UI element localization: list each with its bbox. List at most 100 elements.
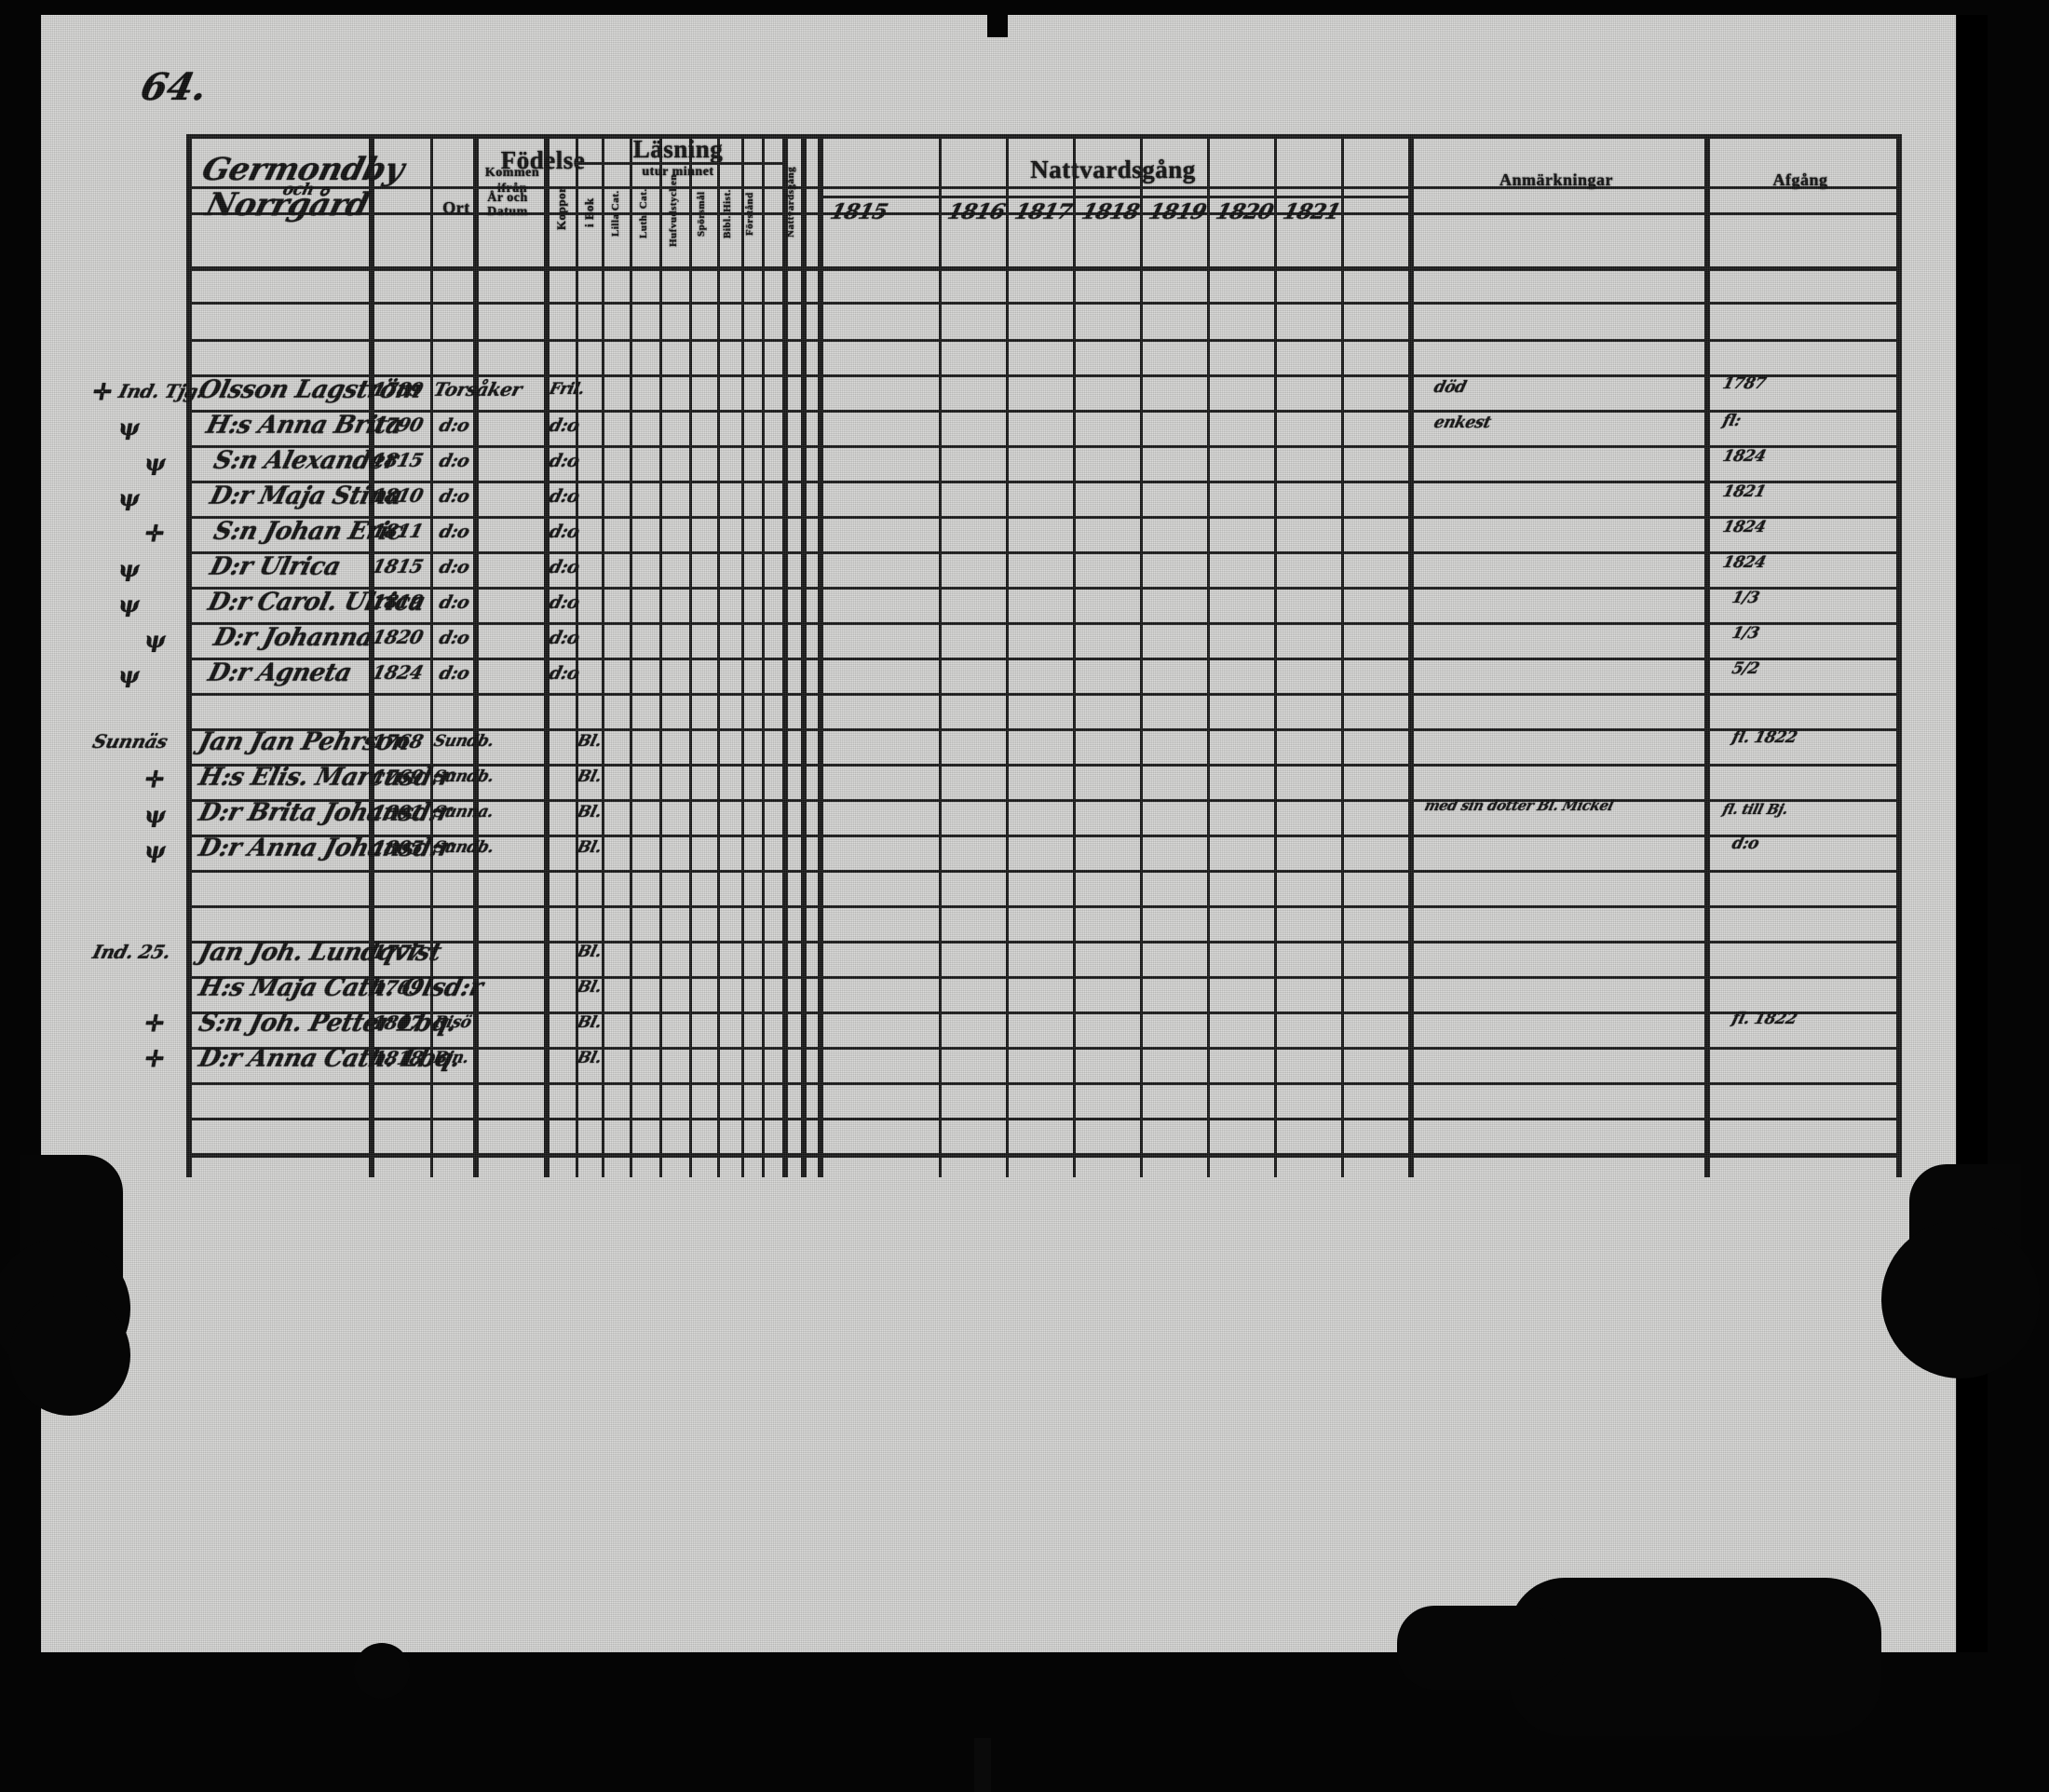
- row-moved-from: d:o: [547, 592, 582, 613]
- table-column-rule: [602, 134, 604, 1177]
- table-rule: [186, 835, 1900, 837]
- row-moved-from: d:o: [547, 522, 582, 542]
- row-mark: ✛: [142, 1045, 167, 1072]
- communion-year-1816: 1816: [944, 199, 1008, 224]
- row-birth-place: d:o: [437, 663, 472, 684]
- communion-year-1818: 1818: [1079, 199, 1142, 224]
- row-mark: ψ: [142, 449, 170, 476]
- table-column-rule: [630, 134, 632, 1177]
- header-reading-sub: utur minnet: [642, 165, 714, 179]
- table-rule: [186, 302, 1900, 305]
- register-table: Födelse År och Datum Ort Kommen ifrån Ko…: [90, 134, 1902, 1177]
- table-rule: [576, 186, 782, 189]
- table-rule: [186, 445, 1900, 448]
- table-column-rule: [186, 134, 192, 1177]
- table-rule: [186, 212, 1900, 215]
- table-column-rule: [1704, 134, 1710, 1177]
- table-column-rule: [762, 134, 765, 1177]
- table-rule: [186, 941, 1900, 944]
- table-column-rule: [544, 134, 550, 1177]
- row-birth-place: Sunna.: [431, 803, 495, 821]
- row-mark: ψ: [116, 591, 143, 618]
- row-reading: Bl.: [575, 1049, 604, 1067]
- row-birth-year: 1769: [370, 766, 426, 788]
- row-departed: fl:: [1720, 412, 1744, 430]
- row-mark: ψ: [116, 484, 143, 511]
- row-birth-year: 1818: [370, 1047, 426, 1069]
- row-moved-from: Fril.: [547, 380, 587, 399]
- communion-year-1815: 1815: [827, 199, 890, 224]
- table-rule: [186, 410, 1900, 413]
- row-birth-place: d:o: [437, 592, 472, 613]
- table-rule: [186, 1011, 1900, 1014]
- table-rule: [186, 516, 1900, 519]
- film-edge-right: [1988, 0, 2049, 1792]
- row-remark: enkest: [1432, 414, 1493, 432]
- table-rule: [186, 622, 1900, 625]
- table-column-rule: [689, 134, 692, 1177]
- table-column-rule: [473, 134, 479, 1177]
- row-mark: ψ: [116, 661, 143, 688]
- row-moved-from: d:o: [547, 628, 582, 648]
- row-moved-from: d:o: [547, 451, 582, 471]
- table-column-rule: [818, 134, 823, 1177]
- row-moved-from: d:o: [547, 486, 582, 507]
- row-reading: Bl.: [575, 838, 604, 857]
- table-rule: [186, 339, 1900, 342]
- table-column-rule: [659, 134, 662, 1177]
- header-smallpox: Koppor: [554, 186, 568, 231]
- table-rule: [186, 1118, 1900, 1120]
- row-moved-from: d:o: [547, 415, 582, 436]
- row-moved-from: d:o: [547, 663, 582, 684]
- row-departed: fl. 1822: [1730, 728, 1799, 747]
- row-birth-year: 1820: [370, 626, 426, 648]
- row-birth-year: 1769: [370, 976, 426, 998]
- table-rule: [186, 587, 1900, 590]
- table-column-rule: [1140, 134, 1143, 1177]
- row-reading: Bl.: [575, 767, 604, 786]
- row-birth-year: 1815: [370, 449, 426, 471]
- row-birth-year: 1824: [370, 661, 426, 684]
- row-departed: fl. 1822: [1730, 1010, 1799, 1028]
- row-birth-place: Bjn.: [431, 1049, 471, 1067]
- paper-sheet: 64.: [37, 13, 1956, 1652]
- table-column-rule: [430, 134, 433, 1177]
- row-mark: ✛: [142, 1010, 167, 1037]
- row-name: D:r Johanna: [210, 624, 376, 652]
- table-column-rule: [782, 134, 788, 1177]
- table-column-rule: [369, 134, 374, 1177]
- table-rule: [186, 905, 1900, 908]
- table-column-rule: [1408, 134, 1414, 1177]
- row-departed: fl. till Bj.: [1720, 801, 1790, 818]
- row-departed: 1/3: [1730, 624, 1761, 643]
- table-rule: [186, 1047, 1900, 1050]
- table-column-rule: [717, 134, 720, 1177]
- row-birth-year: 1815: [370, 555, 426, 577]
- row-mark: ψ: [116, 555, 143, 582]
- communion-year-1819: 1819: [1146, 199, 1209, 224]
- table-rule-top: [186, 134, 1900, 139]
- row-mark: ✛: [142, 766, 167, 793]
- row-mark: ✛: [90, 378, 115, 405]
- row-mark: ψ: [142, 836, 170, 863]
- row-birth-year: 1811: [370, 520, 426, 542]
- row-reading: Bl.: [575, 803, 604, 821]
- row-birth-year: 1801: [370, 801, 426, 823]
- row-birth-place: d:o: [437, 486, 472, 507]
- row-reading: Bl.: [575, 978, 604, 997]
- table-rule-bottom: [186, 1153, 1900, 1158]
- book-gutter-bottom: [974, 1738, 991, 1792]
- row-departed: 5/2: [1730, 659, 1761, 678]
- table-column-rule: [1073, 134, 1076, 1177]
- header-birth-year-date: År och Datum: [487, 191, 528, 219]
- row-departed: 1824: [1720, 553, 1768, 572]
- row-reading: Bl.: [575, 943, 604, 961]
- communion-year-1820: 1820: [1213, 199, 1276, 224]
- table-column-rule: [1207, 134, 1210, 1177]
- row-mark: ψ: [116, 414, 143, 441]
- header-birth-place: Ort: [442, 198, 470, 217]
- table-rule: [186, 693, 1900, 696]
- row-birth-place: d:o: [437, 522, 472, 542]
- table-rule: [186, 481, 1900, 483]
- margin-label-block1: Ind. Tjg.: [116, 380, 207, 402]
